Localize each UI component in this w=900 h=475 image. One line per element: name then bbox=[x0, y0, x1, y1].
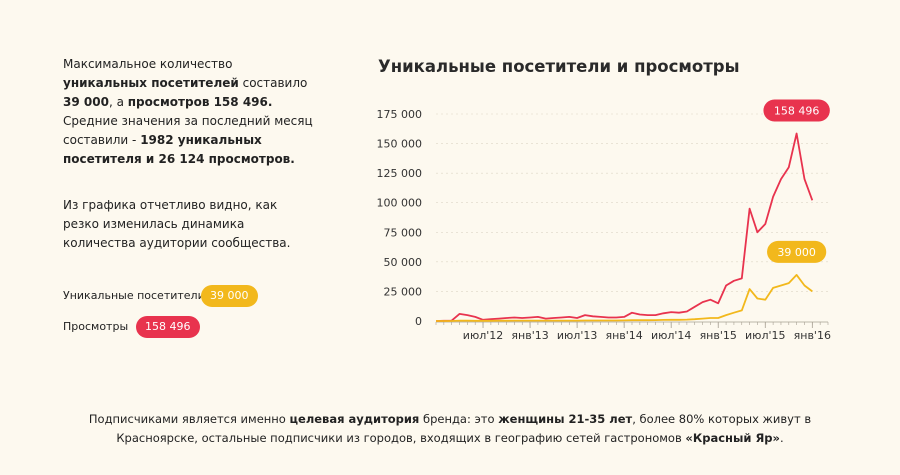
x-tick-label: июл'12 bbox=[463, 329, 503, 342]
y-tick-label: 125 000 bbox=[377, 167, 423, 180]
legend-views-badge: 158 496 bbox=[136, 316, 200, 338]
text-segment: целевая аудитория bbox=[289, 412, 420, 426]
legend-visitors-label: Уникальные посетители bbox=[63, 289, 205, 302]
callout-label: 39 000 bbox=[777, 246, 816, 259]
callout-badge bbox=[767, 240, 827, 263]
text-segment: Максимальное количество bbox=[63, 57, 233, 71]
x-tick-label: янв'13 bbox=[511, 329, 548, 342]
x-tick-label: янв'14 bbox=[605, 329, 642, 342]
legend-visitors-badge: 39 000 bbox=[201, 285, 258, 307]
text-segment: женщины 21-35 лет bbox=[498, 412, 633, 426]
text-segment: составило bbox=[238, 76, 308, 90]
series-lines bbox=[435, 132, 814, 322]
y-tick-label: 175 000 bbox=[377, 108, 423, 121]
chart-grid bbox=[436, 113, 828, 292]
y-tick-label: 0 bbox=[415, 315, 422, 328]
intro-paragraph-stats: Максимальное количество уникальных посет… bbox=[63, 55, 313, 169]
line-chart: 0 25 000 50 000 75 000 100 000 125 000 150 000… bbox=[377, 99, 831, 342]
text-segment: уникальных посетителей bbox=[63, 76, 239, 90]
callout-label: 158 496 bbox=[774, 105, 820, 118]
y-axis-ticks: 0 25 000 50 000 75 000 100 000 125 000 150 000… bbox=[377, 108, 423, 328]
series-line-visitors bbox=[436, 273, 813, 322]
y-tick-label: 50 000 bbox=[384, 256, 423, 269]
x-tick-label: июл'15 bbox=[745, 329, 785, 342]
y-tick-label: 75 000 bbox=[384, 226, 423, 239]
y-tick-label: 150 000 bbox=[377, 138, 423, 151]
x-tick-label: июл'14 bbox=[651, 329, 691, 342]
text-segment: Красноярске, остальные подписчики из гор… bbox=[116, 431, 686, 445]
y-tick-label: 100 000 bbox=[377, 197, 423, 210]
text-segment: 39 000 bbox=[63, 95, 109, 109]
legend-views-label: Просмотры bbox=[63, 320, 129, 333]
text-segment: 1982 уникальных посетителя и 26 124 прос… bbox=[63, 133, 295, 166]
text-segment: Средние значения за последний месяц сост… bbox=[63, 114, 313, 147]
series-line-views bbox=[435, 132, 814, 322]
callout-badge bbox=[763, 99, 830, 122]
intro-paragraph-dynamics: Из графика отчетливо видно, как резко из… bbox=[63, 198, 291, 250]
callout-visitors: 39 000 bbox=[767, 240, 827, 263]
x-tick-label: янв'16 bbox=[794, 329, 831, 342]
chart-title: Уникальные посетители и просмотры bbox=[378, 57, 740, 76]
series-callouts: 158 496 39 000 bbox=[763, 99, 830, 263]
callout-views: 158 496 bbox=[763, 99, 830, 122]
y-tick-label: 25 000 bbox=[384, 285, 423, 298]
footer-text: Подписчиками является именно целевая ауд… bbox=[0, 410, 900, 448]
text-segment: бренда: это bbox=[419, 412, 499, 426]
text-segment: , более 80% которых живут в bbox=[632, 412, 812, 426]
text-segment: Подписчиками является именно bbox=[88, 412, 290, 426]
text-segment: «Красный Яр» bbox=[685, 431, 780, 445]
text-segment: . bbox=[779, 431, 784, 445]
x-tick-label: июл'13 bbox=[557, 329, 597, 342]
x-axis: июл'12 янв'13 июл'13 янв'14 июл'14 янв'15 июл'… bbox=[435, 321, 831, 342]
intro-text: Максимальное количество уникальных посет… bbox=[63, 55, 313, 253]
text-segment: , а bbox=[108, 95, 128, 109]
x-tick-label: янв'15 bbox=[700, 329, 737, 342]
text-segment: просмотров 158 496. bbox=[127, 95, 273, 109]
